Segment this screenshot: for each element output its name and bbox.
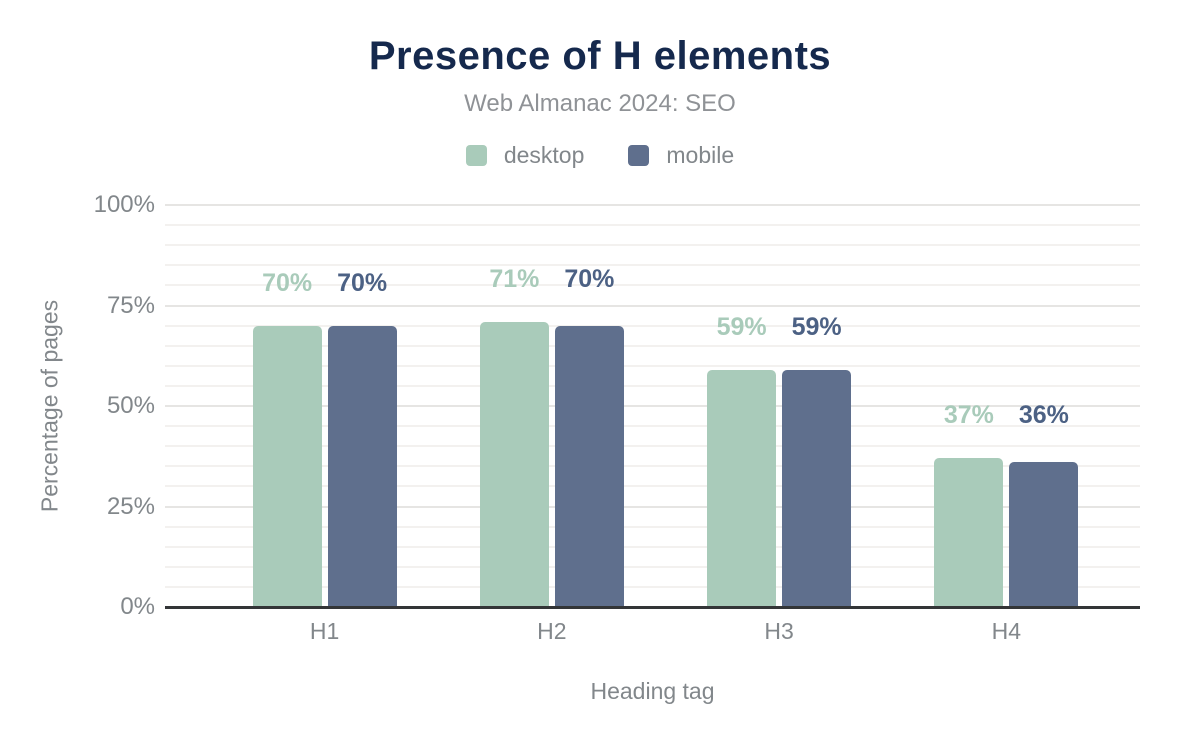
y-axis-ticks: 0% 25% 50% 75% 100%	[70, 191, 155, 620]
gridline-85	[165, 264, 1140, 267]
value-label-desktop-h4: 37%	[943, 401, 994, 430]
y-axis-title: Percentage of pages	[36, 299, 63, 513]
legend-item-desktop: desktop	[465, 142, 585, 169]
x-tick-label-h1: H1	[309, 618, 340, 644]
bar-group-h1: 70% 70%	[211, 205, 438, 607]
value-label-desktop-h1: 70%	[262, 268, 313, 297]
bar-desktop-h4	[934, 458, 1004, 607]
bar-desktop-h3	[707, 369, 777, 607]
y-tick-label: 0%	[120, 593, 155, 620]
y-tick-label: 50%	[106, 392, 155, 419]
bar-mobile-h3	[782, 369, 852, 607]
bars-row: 70% 70% 71% 70% 59% 59% 37% 36%	[165, 205, 1140, 607]
legend-item-mobile: mobile	[628, 142, 734, 169]
value-label-mobile-h1: 70%	[337, 268, 388, 297]
chart-subtitle: Web Almanac 2024: SEO	[464, 90, 736, 117]
bar-mobile-h1	[327, 325, 397, 607]
bar-group-h2: 71% 70%	[438, 205, 665, 607]
gridline-15	[165, 545, 1140, 548]
gridline-20	[165, 525, 1140, 528]
gridline-90	[165, 244, 1140, 247]
value-label-mobile-h2: 70%	[564, 264, 615, 293]
legend-label: mobile	[666, 142, 735, 168]
value-label-desktop-h3: 59%	[716, 312, 767, 341]
x-axis-title: Heading tag	[590, 678, 715, 704]
legend-swatch-icon	[465, 145, 487, 166]
x-axis-line	[165, 606, 1140, 609]
bar-desktop-h1	[252, 325, 322, 607]
y-tick-label: 25%	[106, 492, 155, 520]
chart-title: Presence of H elements	[368, 34, 832, 78]
gridline-5	[165, 585, 1140, 588]
value-label-mobile-h3: 59%	[791, 312, 842, 341]
value-label-desktop-h2: 71%	[489, 264, 540, 293]
x-tick-label-h4: H4	[991, 618, 1022, 644]
gridline-55	[165, 384, 1140, 387]
legend-label: desktop	[503, 142, 585, 168]
x-tick-label-h3: H3	[764, 618, 794, 644]
gridline-95	[165, 224, 1140, 227]
gridline-100	[165, 204, 1140, 206]
y-tick-label: 75%	[106, 291, 155, 319]
legend: desktop mobile	[0, 142, 1200, 169]
gridline-75	[165, 304, 1140, 307]
y-tick-label: 100%	[93, 191, 155, 218]
gridline-30	[165, 485, 1140, 488]
x-axis-ticks: H1 H2 H3 H4	[165, 618, 1140, 645]
bar-mobile-h4	[1009, 462, 1079, 607]
gridlines	[165, 204, 1140, 607]
gridline-45	[165, 425, 1140, 428]
gridline-10	[165, 565, 1140, 568]
gridline-70	[165, 324, 1140, 327]
bar-group-h3: 59% 59%	[666, 205, 893, 607]
x-tick-label-h2: H2	[537, 618, 567, 644]
gridline-60	[165, 364, 1140, 367]
gridline-40	[165, 445, 1140, 448]
gridline-65	[165, 344, 1140, 347]
value-label-mobile-h4: 36%	[1018, 401, 1069, 430]
bar-mobile-h2	[554, 325, 624, 607]
legend-swatch-icon	[628, 145, 650, 166]
gridline-35	[165, 465, 1140, 468]
bar-group-h4: 37% 36%	[893, 205, 1120, 607]
plot-area: 70% 70% 71% 70% 59% 59% 37% 36%	[165, 204, 1140, 609]
gridline-80	[165, 284, 1140, 287]
bar-desktop-h2	[479, 321, 549, 607]
gridline-50	[165, 405, 1140, 407]
gridline-25	[165, 505, 1140, 508]
